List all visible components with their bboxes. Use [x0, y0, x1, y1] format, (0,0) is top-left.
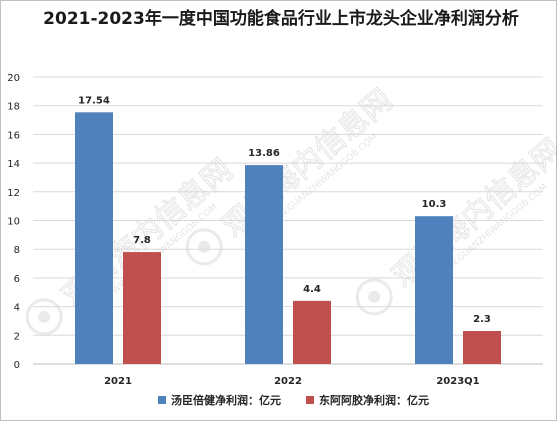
y-tick-label: 0 [14, 360, 20, 371]
y-tick-label: 20 [7, 73, 20, 84]
watermark-logo-dot [198, 240, 211, 253]
x-tick-label: 2022 [274, 376, 302, 387]
watermark-logo-dot [368, 290, 381, 303]
watermark-text: 观知海内信息网 [386, 132, 557, 294]
x-tick-label: 2021 [104, 376, 132, 387]
chart-title: 2021-2023年一度中国功能食品行业上市龙头企业净利润分析 [43, 9, 519, 29]
y-tick-label: 6 [14, 274, 20, 285]
legend-swatch [158, 396, 166, 404]
data-label: 13.86 [248, 148, 280, 159]
y-tick-label: 12 [7, 188, 20, 199]
y-tick-label: 18 [7, 102, 20, 113]
bar [245, 165, 283, 364]
watermark-logo-ring [25, 298, 63, 336]
bar [123, 252, 161, 364]
legend-label: 东阿阿胶净利润：亿元 [319, 393, 429, 407]
watermark-logo-ring [185, 228, 223, 266]
y-tick-label: 4 [14, 303, 20, 314]
y-tick-label: 14 [7, 159, 20, 170]
data-label: 10.3 [422, 199, 447, 210]
data-label: 2.3 [473, 314, 491, 325]
legend-label: 汤臣倍健净利润：亿元 [171, 393, 281, 407]
y-tick-label: 8 [14, 245, 20, 256]
bar [415, 216, 453, 364]
y-tick-label: 2 [14, 331, 20, 342]
x-tick-label: 2023Q1 [436, 376, 479, 387]
y-tick-label: 10 [7, 217, 20, 228]
y-tick-label: 16 [7, 130, 20, 141]
data-label: 17.54 [78, 95, 110, 106]
legend-swatch [306, 396, 314, 404]
watermark-logo-ring [355, 278, 393, 316]
data-label: 4.4 [303, 284, 321, 295]
bar [293, 300, 331, 364]
watermark-logo-dot [38, 310, 51, 323]
data-label: 7.8 [133, 235, 151, 246]
bar [75, 112, 113, 365]
bar [463, 330, 501, 364]
